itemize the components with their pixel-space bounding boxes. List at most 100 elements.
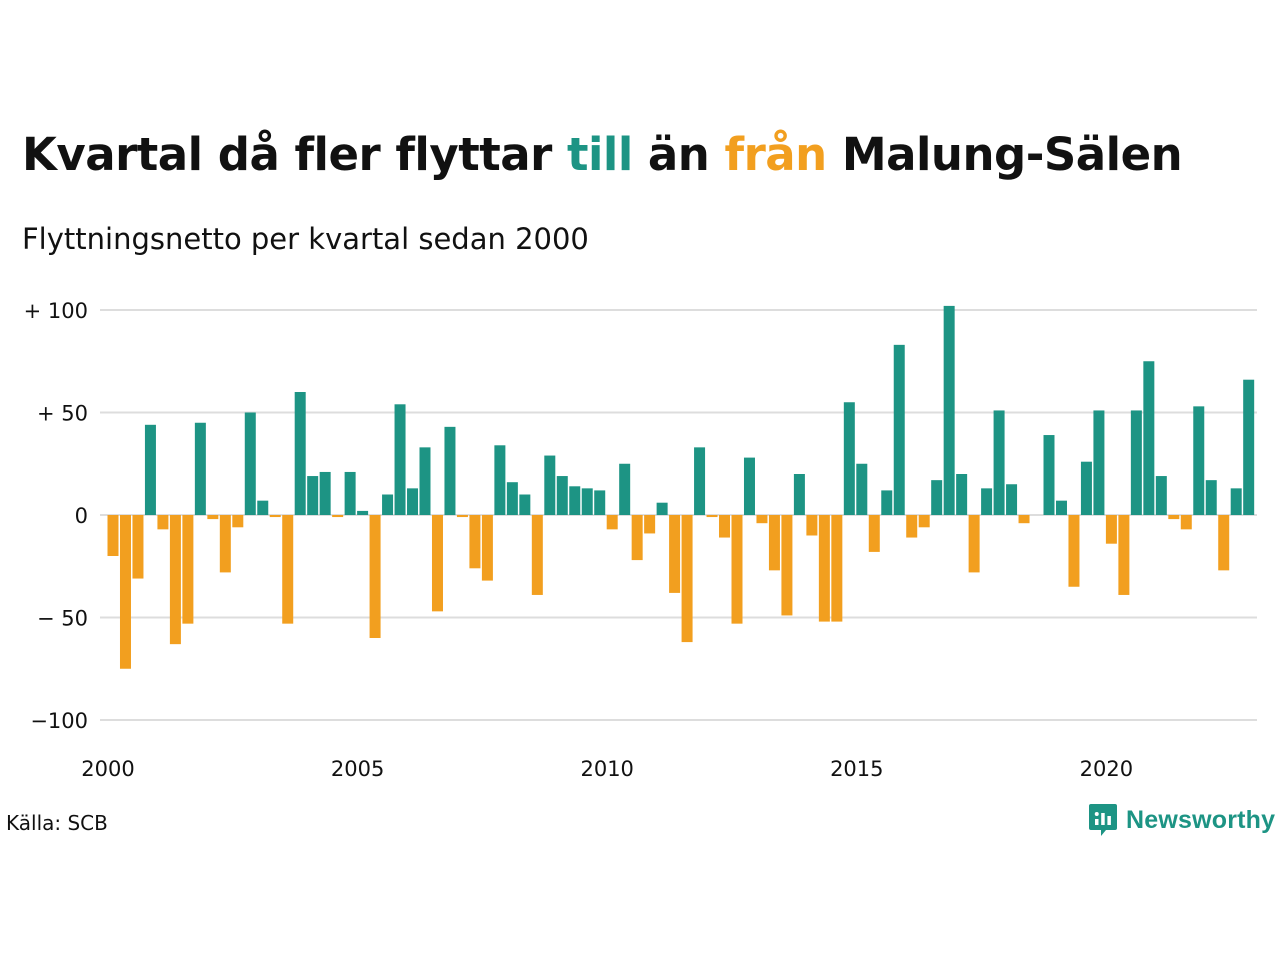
bar-2011-Q2	[669, 515, 681, 593]
bar-2003-Q4	[294, 392, 306, 515]
bar-2000-Q2	[119, 515, 131, 669]
bar-2017-Q2	[968, 515, 980, 573]
bar-2008-Q1	[506, 482, 518, 515]
bar-2004-Q2	[319, 471, 331, 515]
bar-2008-Q4	[544, 455, 556, 515]
y-tick-label: −100	[30, 709, 88, 733]
bar-2020-Q1	[1105, 515, 1117, 544]
bar-2004-Q3	[332, 515, 344, 518]
bar-2019-Q4	[1093, 410, 1105, 515]
bar-2006-Q2	[419, 447, 431, 515]
bar-2007-Q4	[494, 445, 506, 515]
bar-2022-Q1	[1205, 480, 1217, 515]
bar-2014-Q2	[818, 515, 830, 622]
chart-title: Kvartal då fler flyttar till än från Mal…	[22, 128, 1183, 181]
bar-2016-Q4	[943, 305, 955, 515]
y-tick-label: 0	[75, 504, 88, 528]
bar-2012-Q1	[706, 515, 718, 518]
bar-2022-Q2	[1218, 515, 1230, 571]
bar-2004-Q1	[307, 476, 319, 515]
bar-2004-Q4	[344, 471, 356, 515]
bar-2017-Q4	[993, 410, 1005, 515]
bar-2020-Q3	[1130, 410, 1142, 515]
bar-2014-Q4	[843, 402, 855, 515]
bar-2002-Q2	[219, 515, 231, 573]
title-prefix: Kvartal då fler flyttar	[22, 128, 567, 181]
title-suffix: Malung-Sälen	[826, 128, 1183, 181]
bar-2000-Q3	[132, 515, 144, 579]
bar-2015-Q2	[868, 515, 880, 552]
bar-2012-Q3	[731, 515, 743, 624]
bar-2017-Q3	[981, 488, 993, 515]
newsworthy-logo-icon	[1089, 804, 1117, 836]
bar-2002-Q3	[232, 515, 244, 528]
bar-2019-Q1	[1055, 500, 1067, 515]
bar-2021-Q3	[1180, 515, 1192, 530]
bar-2020-Q2	[1118, 515, 1130, 595]
bar-2016-Q3	[931, 480, 943, 515]
bar-2018-Q2	[1018, 515, 1030, 524]
x-axis-ticks: 2000 2005 2010 2015 2020	[81, 757, 1133, 780]
bars	[107, 305, 1255, 669]
bar-2000-Q4	[144, 424, 156, 515]
bar-2001-Q3	[182, 515, 194, 624]
newsworthy-brand[interactable]: Newsworthy	[1088, 800, 1275, 840]
bar-2013-Q1	[756, 515, 768, 524]
bar-2012-Q4	[743, 457, 755, 515]
bar-2013-Q2	[768, 515, 780, 571]
bar-2007-Q3	[481, 515, 493, 581]
y-tick-label: + 100	[24, 299, 88, 323]
bar-2022-Q4	[1243, 379, 1255, 515]
bar-2012-Q2	[719, 515, 731, 538]
title-till-word: till	[566, 128, 633, 181]
bar-2018-Q1	[1006, 484, 1018, 515]
bar-2008-Q3	[531, 515, 543, 595]
y-tick-label: − 50	[37, 607, 88, 631]
bar-2006-Q4	[444, 426, 456, 515]
bar-2007-Q1	[456, 515, 468, 518]
bar-2015-Q1	[856, 463, 868, 515]
bar-2007-Q2	[469, 515, 481, 569]
bar-2010-Q4	[644, 515, 656, 534]
chart-subtitle: Flyttningsnetto per kvartal sedan 2000	[22, 222, 589, 256]
title-middle: än	[632, 128, 725, 181]
bar-2013-Q3	[781, 515, 793, 616]
bar-2015-Q4	[893, 344, 905, 515]
bar-chart: + 100 + 50 0 − 50 −100 2000 2005 2010 2015 2020	[24, 299, 1257, 780]
x-tick-label: 2000	[81, 757, 134, 780]
title-fran-word: från	[724, 128, 828, 181]
x-tick-label: 2020	[1080, 757, 1133, 780]
bar-2022-Q3	[1230, 488, 1242, 515]
brand-name: Newsworthy	[1126, 805, 1276, 834]
bar-2002-Q1	[207, 515, 219, 520]
bar-2018-Q4	[1043, 435, 1055, 515]
bar-2005-Q4	[394, 404, 406, 515]
bar-2019-Q2	[1068, 515, 1080, 587]
bar-2011-Q4	[694, 447, 706, 515]
bar-2014-Q3	[831, 515, 843, 622]
bar-2010-Q3	[631, 515, 643, 561]
bar-2001-Q1	[157, 515, 169, 530]
bar-2005-Q2	[369, 515, 381, 638]
bar-2019-Q3	[1080, 461, 1092, 515]
bar-2014-Q1	[806, 515, 818, 536]
bar-2021-Q4	[1193, 406, 1205, 515]
bar-2009-Q1	[556, 476, 568, 515]
bar-2010-Q2	[619, 463, 631, 515]
bar-2009-Q3	[581, 488, 593, 515]
x-tick-label: 2005	[331, 757, 384, 780]
bar-2003-Q1	[257, 500, 269, 515]
y-tick-label: + 50	[37, 402, 88, 426]
x-tick-label: 2010	[580, 757, 633, 780]
bar-2001-Q2	[169, 515, 181, 645]
bar-2013-Q4	[793, 474, 805, 515]
x-tick-label: 2015	[830, 757, 883, 780]
bar-2016-Q2	[918, 515, 930, 528]
bar-2001-Q4	[194, 422, 206, 515]
source-note: Källa: SCB	[6, 811, 108, 835]
bar-2011-Q1	[656, 502, 668, 515]
y-axis-ticks: + 100 + 50 0 − 50 −100	[24, 299, 88, 733]
bar-2020-Q4	[1143, 361, 1155, 515]
bar-2003-Q2	[269, 515, 281, 518]
bar-2005-Q3	[382, 494, 394, 515]
